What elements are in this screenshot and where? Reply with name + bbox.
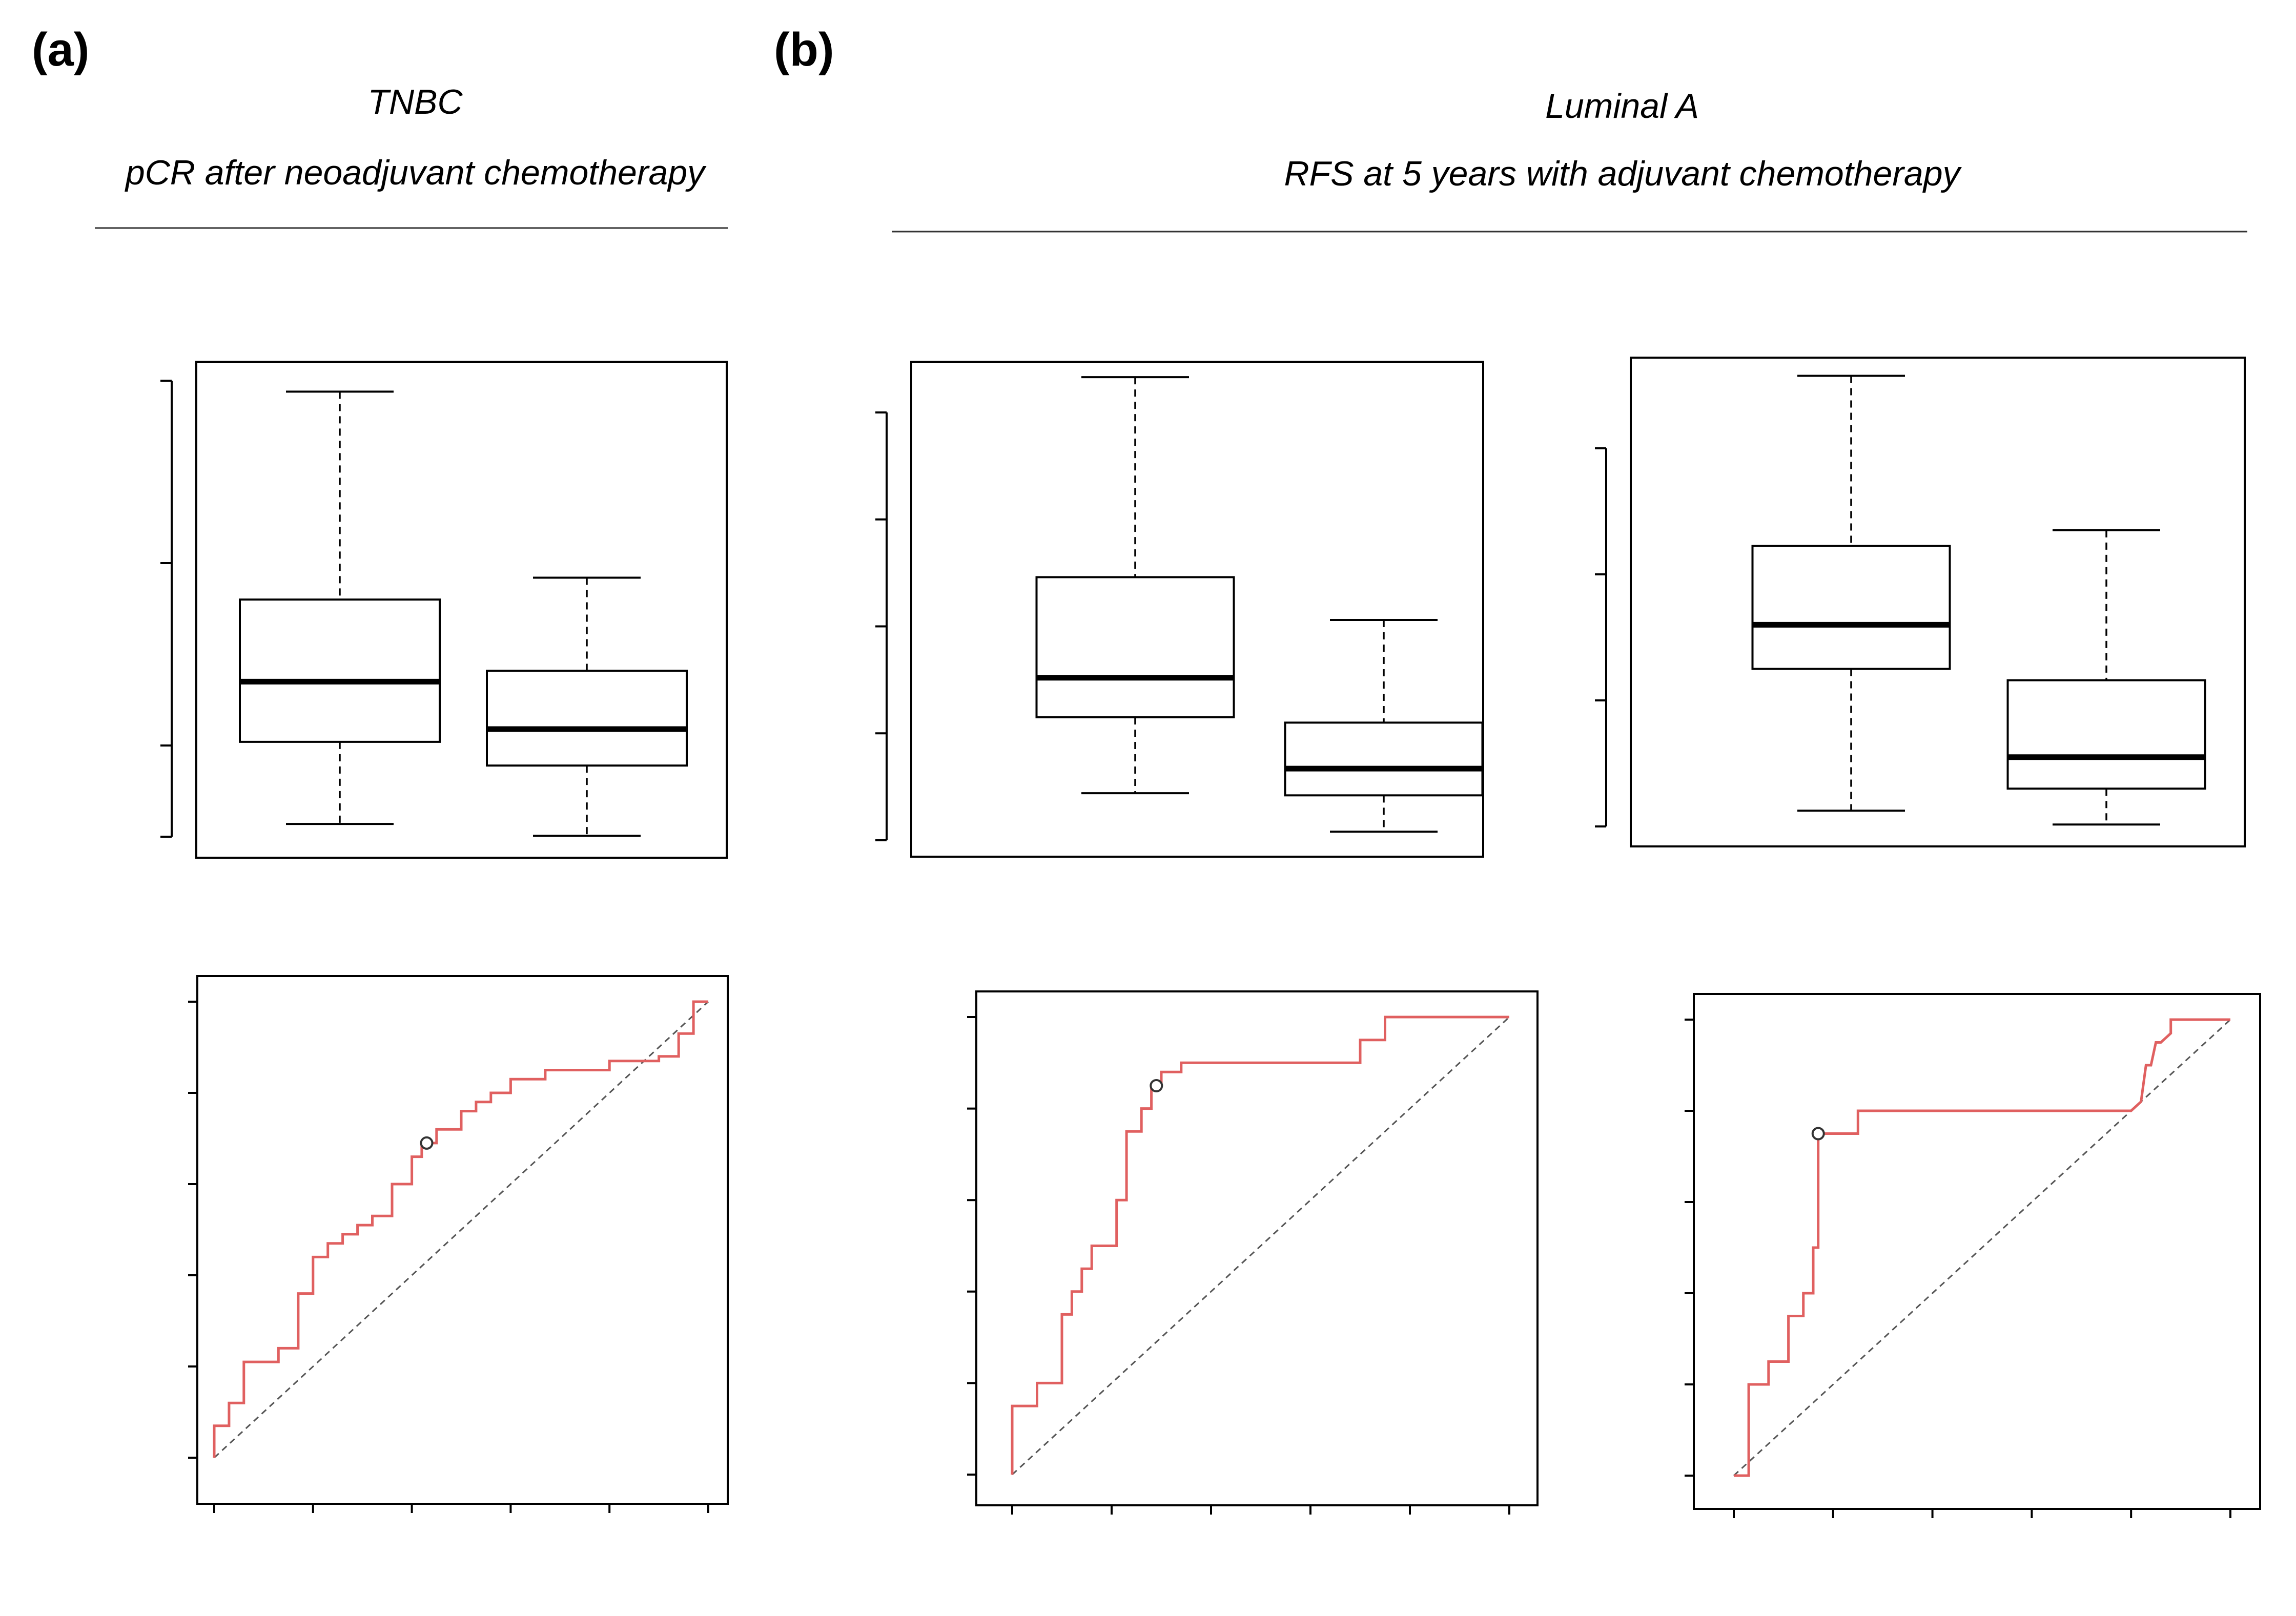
chance-diagonal <box>213 1001 709 1459</box>
iqr-box <box>1751 545 1951 670</box>
cutoff-point <box>1150 1079 1163 1092</box>
boxplot-ube2t <box>160 361 728 859</box>
panel-a-endpoint: pCR after neoadjuvant chemotherapy <box>125 153 707 192</box>
plot-frame <box>195 361 728 859</box>
iqr-box <box>486 670 688 767</box>
plot-frame <box>1693 993 2261 1510</box>
roc-ube2c <box>967 990 1539 1515</box>
roc-curve <box>213 1000 708 1458</box>
chance-diagonal <box>1733 1019 2231 1477</box>
roc-curve <box>1011 1016 1509 1475</box>
box-group-responder <box>1284 618 1484 833</box>
cutoff-point <box>420 1136 434 1150</box>
box-group-non-responder <box>1751 375 1951 812</box>
panel-b-subtype: Luminal A <box>1545 87 1699 126</box>
box-group-responder <box>486 576 688 837</box>
cutoff-point <box>1811 1127 1825 1141</box>
plot-frame <box>196 975 729 1505</box>
iqr-box <box>1035 576 1235 718</box>
panel-a-subtype: TNBC <box>367 82 463 121</box>
boxplot-birc5 <box>1595 357 2246 847</box>
box-group-responder <box>2006 529 2206 826</box>
panel-b-endpoint: RFS at 5 years with adjuvant chemotherap… <box>1284 154 1962 193</box>
iqr-box <box>1284 721 1484 797</box>
chance-diagonal <box>1011 1016 1510 1476</box>
boxplot-ube2c <box>875 361 1484 858</box>
box-group-non-responder <box>239 390 441 825</box>
roc-birc5 <box>1685 993 2261 1518</box>
plot-frame <box>1630 357 2246 847</box>
iqr-box <box>239 598 441 743</box>
iqr-box <box>2006 679 2206 790</box>
plot-frame <box>975 990 1539 1506</box>
panel-b-letter: (b) <box>774 24 834 76</box>
box-group-non-responder <box>1035 376 1235 795</box>
panel-a-letter: (a) <box>32 24 89 76</box>
roc-ube2t <box>188 975 729 1513</box>
plot-frame <box>910 361 1484 858</box>
